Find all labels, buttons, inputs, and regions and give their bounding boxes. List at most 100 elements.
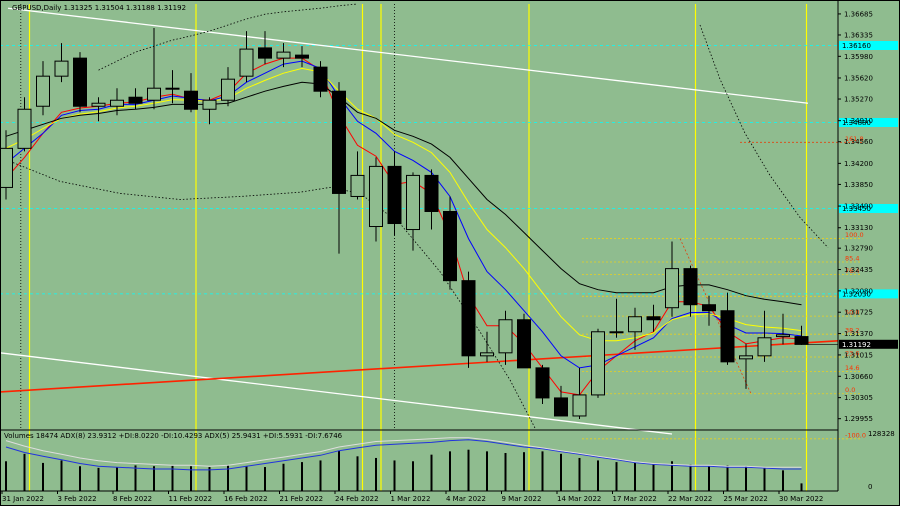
price-tick-label: 1.33490 [844, 203, 873, 211]
date-tick-label: 8 Feb 2022 [113, 495, 152, 503]
fib-level-label: 14.6 [845, 364, 859, 372]
current-price-label: 1.31192 [842, 341, 871, 349]
fib-level-label: 76.4 [845, 267, 859, 275]
bullish-candle [91, 102, 106, 107]
price-tick-label: 1.34200 [844, 160, 873, 168]
fib-level-label: 85.4 [845, 255, 859, 263]
bullish-candle [54, 60, 69, 77]
bearish-candle [424, 174, 439, 212]
date-tick-label: 31 Jan 2022 [2, 495, 44, 503]
date-tick-label: 24 Feb 2022 [335, 495, 379, 503]
bearish-candle [683, 268, 698, 306]
cyan-level-tag [839, 289, 898, 299]
fib-level-label: 100.0 [845, 231, 864, 239]
bearish-candle [295, 54, 309, 59]
price-tick-label: 1.31015 [844, 351, 873, 359]
current-price-tag [839, 339, 898, 349]
adx-line [5, 437, 802, 468]
price-tick-label: 1.29955 [844, 415, 873, 423]
date-tick-label: 9 Mar 2022 [502, 495, 542, 503]
cyan-level-label: 1.33450 [842, 205, 871, 213]
support-trend-line [0, 339, 839, 393]
bearish-candle [184, 90, 198, 110]
price-tick-label: 1.33130 [844, 224, 873, 232]
bearish-candle [387, 165, 402, 225]
fib-level-label: 38.2 [845, 327, 859, 335]
bullish-candle [17, 108, 32, 149]
date-tick-label: 3 Feb 2022 [58, 495, 97, 503]
price-tick-label: 1.30660 [844, 373, 873, 381]
volume-tick-label: 128328 [868, 430, 895, 438]
date-tick-label: 25 Mar 2022 [724, 495, 768, 503]
cyan-level-label: 1.36160 [842, 42, 871, 50]
bearish-candle [702, 304, 716, 312]
bearish-candle [332, 90, 346, 194]
bullish-candle [498, 319, 513, 354]
cyan-level-tag [839, 40, 898, 50]
date-tick-label: 4 Mar 2022 [446, 495, 486, 503]
bullish-candle [591, 331, 605, 396]
cyan-level-tag [839, 203, 898, 213]
date-tick-label: 1 Mar 2022 [391, 495, 431, 503]
date-tick-label: 30 Mar 2022 [779, 495, 823, 503]
bearish-candle [73, 57, 87, 107]
fib-level-label: 0.0 [845, 386, 855, 394]
bullish-candle [776, 334, 790, 338]
lower-trend-line [0, 352, 673, 435]
bullish-candle [221, 78, 235, 101]
fib-level-label: 23.6 [845, 350, 859, 358]
bearish-candle [517, 319, 531, 369]
price-tick-label: 1.33850 [844, 181, 873, 189]
fib-level-label: -100.0 [845, 431, 866, 439]
bullish-candle [480, 352, 494, 357]
bullish-candle [165, 87, 180, 90]
bearish-candle [646, 316, 661, 321]
price-tick-label: 1.30305 [844, 394, 873, 402]
bearish-candle [720, 310, 735, 363]
bullish-candle [239, 48, 254, 77]
date-tick-label: 11 Feb 2022 [169, 495, 213, 503]
bullish-candle [202, 99, 217, 110]
bearish-candle [794, 336, 809, 345]
bearish-candle [128, 96, 143, 104]
cyan-level-tag [839, 117, 898, 127]
fib-level-label: 161.8 [845, 135, 864, 143]
bullish-candle [628, 316, 642, 333]
upper-trend-line [7, 7, 809, 104]
upper-envelope-dotted-2 [699, 24, 829, 248]
indicator-header: Volumes 18474 ADX(8) 23.9312 +DI:8.0220 … [4, 432, 343, 440]
moving-average-line [5, 67, 802, 342]
bullish-candle [147, 87, 161, 101]
date-tick-label: 17 Mar 2022 [613, 495, 657, 503]
bullish-candle [36, 75, 50, 107]
bearish-candle [461, 280, 476, 357]
price-tick-label: 1.36335 [844, 31, 873, 39]
price-tick-label: 1.34910 [844, 117, 873, 125]
symbol-header: GBPUSD,Daily 1.31325 1.31504 1.31188 1.3… [12, 4, 186, 12]
bullish-candle [0, 147, 13, 188]
lower-envelope-dotted [0, 157, 536, 429]
bearish-candle [554, 397, 568, 417]
price-tick-label: 1.32080 [844, 287, 873, 295]
bullish-candle [739, 355, 753, 360]
volume-tick-label: 0 [868, 483, 872, 491]
upper-envelope-dotted [98, 3, 358, 71]
bullish-candle [350, 174, 365, 197]
bullish-candle [572, 394, 587, 417]
bearish-candle [313, 66, 328, 92]
date-tick-label: 22 Mar 2022 [668, 495, 712, 503]
price-tick-label: 1.35620 [844, 74, 873, 82]
bullish-candle [110, 99, 124, 107]
price-tick-label: 1.35980 [844, 53, 873, 61]
bullish-candle [276, 51, 291, 59]
cyan-level-label: 1.34880 [842, 119, 871, 127]
date-tick-label: 14 Mar 2022 [557, 495, 601, 503]
bearish-candle [535, 367, 550, 399]
price-tick-label: 1.32435 [844, 266, 873, 274]
bearish-candle [258, 47, 272, 59]
date-tick-label: 21 Feb 2022 [280, 495, 324, 503]
price-tick-label: 1.36685 [844, 10, 873, 18]
fib-level-label: 50.0 [845, 309, 859, 317]
price-tick-label: 1.34560 [844, 138, 873, 146]
